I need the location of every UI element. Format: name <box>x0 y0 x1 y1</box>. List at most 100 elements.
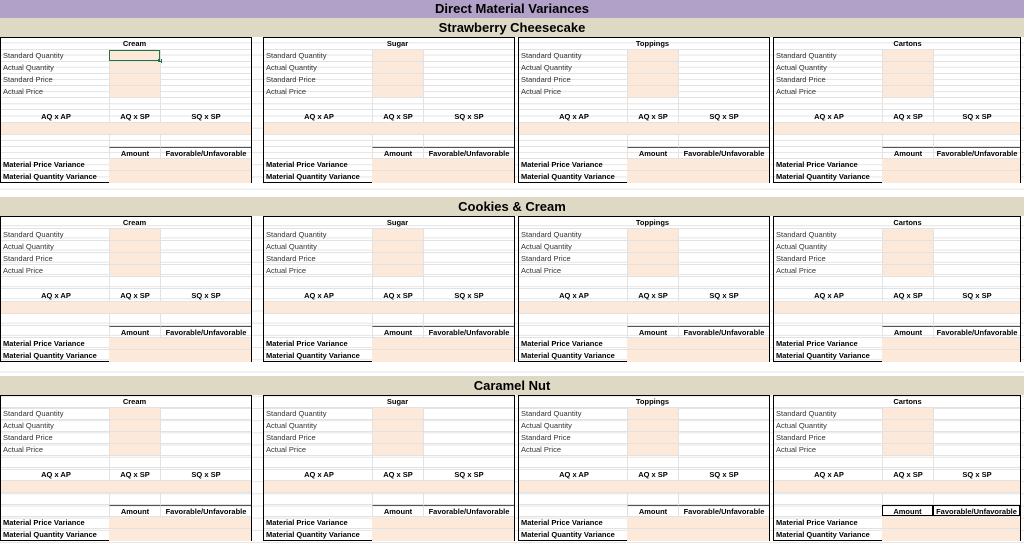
mpv-label[interactable]: Material Price Variance <box>3 339 85 348</box>
cell[interactable] <box>423 444 514 455</box>
cell[interactable] <box>678 135 769 146</box>
aq-ap-header[interactable]: AQ x AP <box>559 470 589 479</box>
actual-quantity-input[interactable] <box>882 241 933 252</box>
amount-header[interactable]: Amount <box>882 505 933 516</box>
cell[interactable] <box>678 314 769 325</box>
material-name[interactable]: Sugar <box>386 397 409 406</box>
cell[interactable] <box>933 229 1020 240</box>
aq-ap-value[interactable] <box>774 123 882 134</box>
standard-quantity-input[interactable] <box>627 229 678 240</box>
actual-price-input[interactable] <box>109 265 160 276</box>
cell[interactable] <box>264 98 372 109</box>
actual-price-input[interactable] <box>882 265 933 276</box>
mqv-fav-unfav[interactable] <box>678 350 769 362</box>
cell[interactable] <box>160 135 251 146</box>
standard-price-input[interactable] <box>627 253 678 264</box>
aq-ap-value[interactable] <box>264 302 372 313</box>
actual-quantity-label[interactable]: Actual Quantity <box>521 421 572 430</box>
cell[interactable] <box>627 493 678 504</box>
aq-sp-header[interactable]: AQ x SP <box>882 289 933 301</box>
amount-header[interactable]: Amount <box>109 326 160 337</box>
cell[interactable] <box>423 253 514 264</box>
actual-price-input[interactable] <box>109 86 160 97</box>
cell[interactable] <box>160 420 251 431</box>
standard-quantity-input[interactable] <box>372 408 423 419</box>
sq-sp-value[interactable] <box>678 302 769 313</box>
cell[interactable] <box>678 86 769 97</box>
aq-ap-value[interactable] <box>1 481 109 492</box>
aq-sp-header[interactable]: AQ x SP <box>882 468 933 480</box>
standard-quantity-label[interactable]: Standard Quantity <box>266 51 327 60</box>
aq-sp-header[interactable]: AQ x SP <box>372 110 423 122</box>
cell[interactable] <box>109 277 160 288</box>
cell[interactable] <box>423 86 514 97</box>
actual-quantity-label[interactable]: Actual Quantity <box>266 63 317 72</box>
mpv-label[interactable]: Material Price Variance <box>521 518 603 527</box>
aq-sp-value[interactable] <box>882 302 933 313</box>
actual-quantity-label[interactable]: Actual Quantity <box>266 421 317 430</box>
cell[interactable] <box>678 408 769 419</box>
cell[interactable] <box>519 505 627 516</box>
standard-quantity-input[interactable] <box>109 408 160 419</box>
cell[interactable] <box>264 493 372 504</box>
actual-price-label[interactable]: Actual Price <box>521 87 562 96</box>
aq-sp-value[interactable] <box>627 123 678 134</box>
mpv-amount[interactable] <box>882 338 933 349</box>
actual-quantity-label[interactable]: Actual Quantity <box>776 63 827 72</box>
actual-quantity-label[interactable]: Actual Quantity <box>776 242 827 251</box>
mqv-amount[interactable] <box>372 529 423 541</box>
cell[interactable] <box>774 396 882 407</box>
aq-ap-header[interactable]: AQ x AP <box>304 470 334 479</box>
aq-sp-value[interactable] <box>372 302 423 313</box>
cell[interactable] <box>933 432 1020 443</box>
cell[interactable] <box>160 62 251 73</box>
standard-quantity-input[interactable] <box>109 50 162 63</box>
cell[interactable] <box>160 98 251 109</box>
actual-price-input[interactable] <box>627 86 678 97</box>
cell[interactable] <box>1 456 109 467</box>
cell[interactable] <box>519 396 627 407</box>
cell[interactable] <box>933 277 1020 288</box>
standard-price-label[interactable]: Standard Price <box>266 433 316 442</box>
cell[interactable] <box>774 326 882 337</box>
cell[interactable] <box>160 314 251 325</box>
cell[interactable] <box>519 147 627 158</box>
mpv-amount[interactable] <box>109 517 160 528</box>
standard-price-label[interactable]: Standard Price <box>266 254 316 263</box>
standard-price-label[interactable]: Standard Price <box>521 254 571 263</box>
aq-sp-value[interactable] <box>109 123 160 134</box>
mpv-fav-unfav[interactable] <box>423 517 514 528</box>
mqv-label[interactable]: Material Quantity Variance <box>3 172 97 181</box>
material-name[interactable]: Sugar <box>386 39 409 48</box>
aq-ap-value[interactable] <box>519 481 627 492</box>
cell[interactable] <box>264 38 372 49</box>
aq-sp-value[interactable] <box>882 481 933 492</box>
mpv-fav-unfav[interactable] <box>678 159 769 170</box>
aq-ap-value[interactable] <box>774 302 882 313</box>
standard-quantity-input[interactable] <box>882 229 933 240</box>
fav-unfav-header[interactable]: Favorable/Unfavorable <box>160 505 251 516</box>
cell[interactable] <box>160 229 251 240</box>
cell[interactable] <box>627 98 678 109</box>
cell[interactable] <box>882 135 933 146</box>
mqv-fav-unfav[interactable] <box>160 529 251 541</box>
sq-sp-value[interactable] <box>423 302 514 313</box>
cell[interactable] <box>160 217 251 228</box>
mpv-amount[interactable] <box>372 159 423 170</box>
actual-quantity-input[interactable] <box>109 420 160 431</box>
cell[interactable] <box>882 456 933 467</box>
actual-quantity-label[interactable]: Actual Quantity <box>521 242 572 251</box>
cell[interactable] <box>933 444 1020 455</box>
amount-header[interactable]: Amount <box>109 505 160 516</box>
mpv-amount[interactable] <box>882 159 933 170</box>
cell[interactable] <box>1 493 109 504</box>
cell[interactable] <box>160 456 251 467</box>
cell[interactable] <box>160 444 251 455</box>
mqv-amount[interactable] <box>627 171 678 183</box>
cell[interactable] <box>627 456 678 467</box>
standard-quantity-input[interactable] <box>627 408 678 419</box>
mqv-amount[interactable] <box>109 171 160 183</box>
actual-quantity-input[interactable] <box>109 62 160 73</box>
aq-ap-header[interactable]: AQ x AP <box>814 112 844 121</box>
actual-quantity-input[interactable] <box>372 241 423 252</box>
